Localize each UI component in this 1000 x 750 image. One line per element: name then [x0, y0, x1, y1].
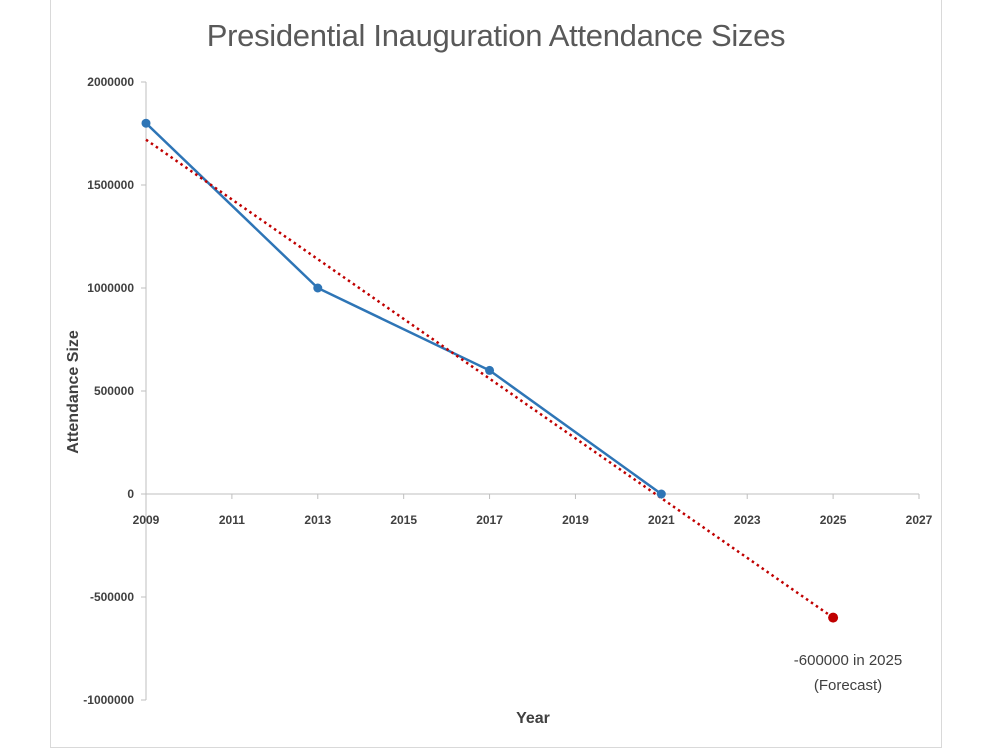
y-tick-label: 1000000	[87, 281, 134, 295]
y-tick-label: -1000000	[83, 693, 134, 707]
x-tick-label: 2011	[219, 513, 245, 527]
forecast-annotation-line1: -600000 in 2025	[794, 652, 902, 669]
x-tick-label: 2021	[648, 513, 675, 527]
x-tick-label: 2027	[906, 513, 933, 527]
chart-title: Presidential Inauguration Attendance Siz…	[206, 18, 786, 53]
forecast-point	[828, 612, 839, 623]
data-point-attendance	[313, 283, 323, 293]
data-point-attendance	[141, 118, 151, 128]
y-tick-label: 500000	[94, 384, 134, 398]
data-point-attendance	[485, 365, 495, 375]
x-tick-label: 2025	[820, 513, 847, 527]
y-tick-label: 0	[127, 487, 134, 501]
x-tick-label: 2017	[476, 513, 503, 527]
x-tick-label: 2013	[304, 513, 331, 527]
y-tick-label: 1500000	[87, 178, 134, 192]
forecast-annotation-line2: (Forecast)	[814, 677, 882, 694]
x-tick-label: 2023	[734, 513, 761, 527]
x-tick-label: 2019	[562, 513, 589, 527]
trendline-dotted	[145, 138, 834, 619]
y-axis-title: Attendance Size	[65, 330, 82, 454]
x-tick-label: 2015	[390, 513, 417, 527]
y-tick-label: 2000000	[87, 75, 134, 89]
data-point-attendance	[656, 489, 666, 499]
x-axis-title: Year	[516, 710, 550, 727]
y-tick-label: -500000	[90, 590, 134, 604]
x-tick-label: 2009	[133, 513, 160, 527]
series-line-attendance	[145, 122, 663, 496]
